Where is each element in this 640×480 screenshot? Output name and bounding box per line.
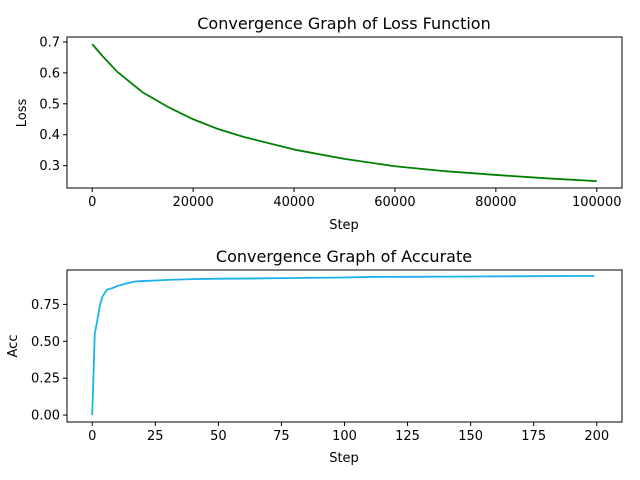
accuracy-x-tick-label: 25	[147, 429, 164, 444]
accuracy-chart-title: Convergence Graph of Accurate	[216, 247, 472, 266]
accuracy-series-line-0	[91, 275, 595, 416]
loss-y-tick-label: 0.5	[39, 97, 60, 112]
loss-x-tick-label: 20000	[172, 195, 213, 210]
accuracy-x-tick-label: 175	[521, 429, 546, 444]
accuracy-x-tick-label: 50	[210, 429, 227, 444]
accuracy-x-axis-label: Step	[329, 451, 359, 466]
loss-y-tick-label: 0.4	[39, 128, 60, 143]
accuracy-x-tick-label: 75	[273, 429, 290, 444]
accuracy-x-tick-label: 200	[584, 429, 609, 444]
accuracy-chart: Convergence Graph of Accurate 0 25 50 75 100…	[6, 247, 623, 466]
loss-x-axis-label: Step	[329, 218, 359, 233]
accuracy-x-tick-label: 150	[458, 429, 483, 444]
loss-chart-title: Convergence Graph of Loss Function	[197, 14, 490, 33]
loss-x-tick-label: 100000	[572, 195, 622, 210]
accuracy-x-ticks: 0 25 50 75 100 125 150 175 200	[88, 422, 609, 444]
loss-x-tick-label: 80000	[475, 195, 516, 210]
loss-series-layer	[91, 43, 597, 182]
loss-y-tick-label: 0.7	[39, 35, 60, 50]
accuracy-series-layer	[91, 275, 595, 416]
accuracy-y-tick-label: 0.50	[31, 335, 60, 350]
accuracy-y-tick-label: 0.75	[31, 298, 60, 313]
accuracy-y-ticks: 0.00 0.25 0.50 0.75	[31, 298, 67, 424]
loss-y-ticks: 0.3 0.4 0.5 0.6 0.7	[39, 35, 67, 174]
accuracy-x-tick-label: 100	[332, 429, 357, 444]
loss-x-ticks: 0 20000 40000 60000 80000 100000	[88, 188, 622, 210]
loss-y-tick-label: 0.3	[39, 159, 60, 174]
loss-y-axis-label: Loss	[15, 99, 30, 128]
accuracy-x-tick-label: 0	[88, 429, 96, 444]
loss-x-tick-label: 0	[88, 195, 96, 210]
accuracy-y-tick-label: 0.25	[31, 372, 60, 387]
loss-y-tick-label: 0.6	[39, 66, 60, 81]
loss-x-tick-label: 40000	[273, 195, 314, 210]
accuracy-y-axis-label: Acc	[6, 335, 21, 358]
loss-chart: Convergence Graph of Loss Function 0 2000…	[15, 14, 623, 233]
loss-plot-frame	[66, 36, 623, 189]
accuracy-y-tick-label: 0.00	[31, 409, 60, 424]
loss-series-line-0	[91, 43, 597, 182]
accuracy-x-tick-label: 125	[395, 429, 420, 444]
loss-x-tick-label: 60000	[374, 195, 415, 210]
